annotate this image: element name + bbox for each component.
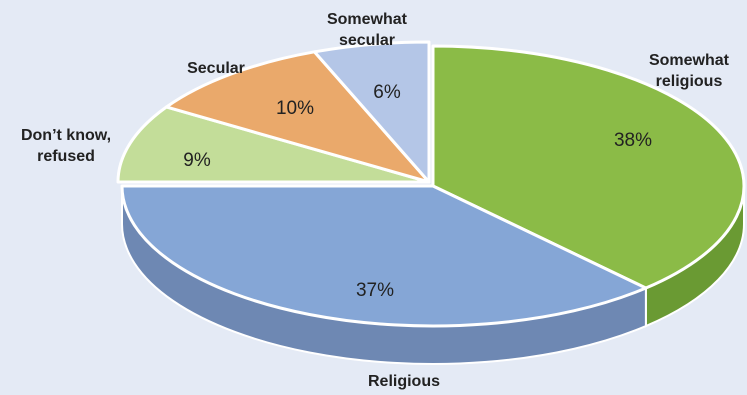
pie-slice-somewhat-religious <box>431 44 746 290</box>
category-label-somewhat-religious: Somewhat religious <box>649 52 730 90</box>
value-label-religious: 37% <box>356 280 394 301</box>
pie-slice-secular <box>164 50 431 184</box>
pie-slice-don-t-know-refused <box>116 105 431 184</box>
category-label-line: Religious <box>368 373 440 390</box>
value-label-somewhat-religious: 38% <box>614 130 652 151</box>
value-label-secular: 10% <box>276 98 314 119</box>
category-label-line: religious <box>656 73 723 90</box>
category-label-line: Secular <box>187 60 245 77</box>
pie-slice-religious <box>120 184 648 328</box>
pie-value-labels: 38% 37% 9% 10% 6% <box>183 82 652 301</box>
category-label-line: secular <box>339 32 395 49</box>
category-label-line: Don’t know, <box>21 127 111 144</box>
category-label-secular: Secular <box>187 60 245 77</box>
category-label-somewhat-secular: Somewhat secular <box>327 11 408 49</box>
value-label-somewhat-secular: 6% <box>373 82 401 103</box>
category-label-line: Somewhat <box>649 52 730 69</box>
pie-category-labels: Somewhat religious Religious Don’t know, ref… <box>21 11 730 390</box>
value-label-don-t-know-refused: 9% <box>183 150 211 171</box>
pie-slice-somewhat-secular <box>313 40 431 184</box>
category-label-don-t-know-refused: Don’t know, refused <box>21 127 111 165</box>
category-label-line: refused <box>37 148 95 165</box>
category-label-line: Somewhat <box>327 11 408 28</box>
pie-tops <box>116 40 746 328</box>
category-label-religious: Religious <box>368 373 440 390</box>
